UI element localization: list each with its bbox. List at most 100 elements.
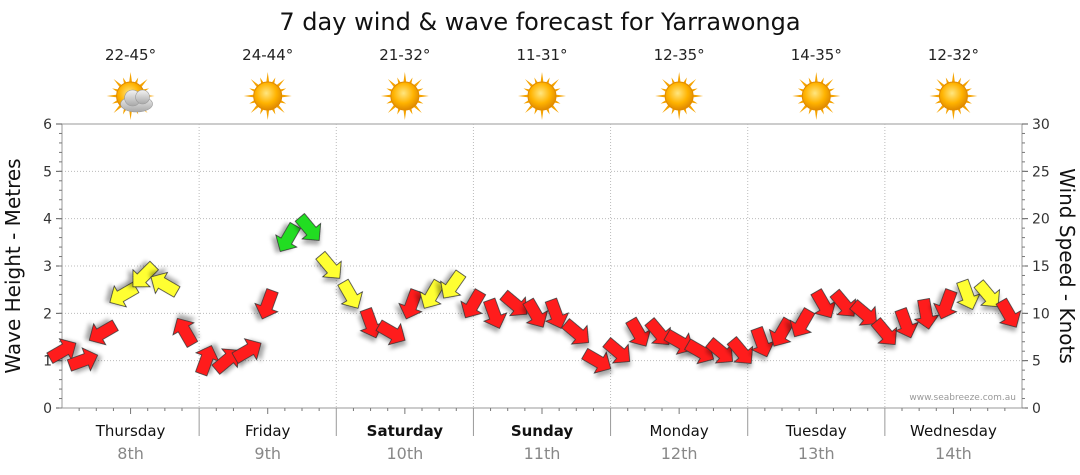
day-date-label: 8th	[117, 444, 144, 463]
wind-arrow	[913, 298, 940, 330]
left-tick-label: 2	[43, 306, 52, 322]
sun-ray	[250, 79, 260, 88]
wind-arrows	[46, 212, 1022, 377]
day-date-label: 13th	[798, 444, 835, 463]
sun-cloud-icon	[106, 72, 155, 120]
day-name-label: Monday	[650, 422, 709, 440]
temp-range-label: 12-32°	[928, 46, 979, 64]
left-tick-label: 4	[43, 212, 52, 228]
wind-arrow	[275, 221, 302, 252]
wind-arrow	[522, 297, 549, 328]
sun-ray	[540, 72, 544, 84]
wind-arrow	[419, 278, 446, 309]
sun-ray	[113, 79, 123, 88]
wind-arrow	[460, 288, 487, 319]
sun-ray	[280, 94, 292, 98]
wind-arrow	[315, 250, 342, 279]
wind-arrow	[973, 279, 1000, 308]
sun-ray	[692, 94, 704, 98]
wind-arrow	[398, 288, 423, 320]
day-name-label: Wednesday	[910, 422, 997, 440]
sun-ray	[518, 94, 530, 98]
sun-ray	[540, 108, 544, 120]
right-tick-label: 10	[1032, 306, 1050, 322]
day-date-label: 10th	[386, 444, 423, 463]
cloud-icon	[120, 89, 153, 113]
sun-ray	[387, 79, 397, 88]
sun-ray	[525, 79, 534, 88]
wind-arrow	[150, 271, 181, 298]
credit-text: www.seabreeze.com.au	[909, 393, 1016, 403]
day-date-label: 12th	[661, 444, 698, 463]
wind-arrow	[132, 260, 159, 288]
sun-ray	[106, 94, 118, 98]
left-axis-label: Wave Height - Metres	[1, 158, 25, 373]
day-date-label: 11th	[524, 444, 561, 463]
wind-arrow	[602, 337, 631, 364]
wind-arrow	[849, 299, 877, 326]
sun-ray	[792, 94, 804, 98]
wind-arrow	[337, 278, 364, 309]
sun-ray	[403, 72, 407, 84]
sun-disc	[253, 81, 283, 111]
chart-title: 7 day wind & wave forecast for Yarrawong…	[279, 8, 800, 36]
sun-ray	[275, 104, 285, 113]
wind-arrow	[294, 212, 322, 241]
wind-arrow	[46, 338, 77, 364]
sun-ray	[655, 94, 667, 98]
temp-range-label: 21-32°	[379, 46, 430, 64]
sun-ray	[687, 79, 697, 88]
weather-row: 22-45° 24-44° 21-32° 11-31° 12-35° 14-35° 12-3…	[105, 46, 979, 120]
sun-ray	[961, 104, 971, 113]
sun-icon	[518, 72, 566, 120]
sun-icon	[655, 72, 704, 120]
wind-arrow	[440, 269, 467, 299]
sun-ray	[929, 94, 941, 98]
sun-ray	[412, 79, 422, 88]
sun-ray	[266, 108, 270, 120]
wind-arrow	[195, 345, 220, 377]
sun-ray	[417, 94, 429, 98]
sun-ray	[936, 79, 946, 88]
wind-arrow	[705, 337, 733, 364]
sun-ray	[814, 108, 818, 120]
wind-arrow	[172, 317, 199, 348]
wind-arrow	[544, 297, 570, 329]
sun-ray	[824, 79, 834, 88]
wind-arrow	[726, 336, 754, 364]
sun-ray	[129, 72, 133, 84]
left-axis: 0 1 2 3 4 5 6	[43, 117, 62, 417]
right-tick-label: 15	[1032, 259, 1050, 275]
wind-arrow	[933, 288, 958, 320]
sun-ray	[961, 79, 971, 88]
wind-arrow	[625, 316, 652, 347]
sun-ray	[550, 79, 559, 88]
sun-ray	[403, 108, 407, 120]
sun-disc	[938, 81, 968, 111]
sun-disc	[390, 81, 420, 111]
sun-ray	[687, 104, 697, 113]
wind-arrow	[375, 319, 406, 346]
wind-arrow	[829, 288, 856, 317]
right-tick-label: 30	[1032, 117, 1050, 133]
sun-ray	[829, 94, 841, 98]
right-tick-label: 20	[1032, 212, 1050, 228]
sun-ray	[266, 72, 270, 84]
sun-icon	[243, 72, 292, 120]
wind-arrow	[810, 288, 837, 319]
plot-area: 0 1 2 3 4 5 6 0 5 10 15 20 25 30	[43, 117, 1050, 436]
sun-icon	[929, 72, 978, 120]
sun-ray	[662, 79, 672, 88]
day-labels: Thursday 8th Friday 9th Saturday 10th Sunday 11…	[95, 422, 997, 463]
sun-ray	[550, 104, 559, 113]
wind-arrow	[894, 307, 919, 339]
wind-arrow	[956, 278, 981, 310]
wind-arrow	[231, 338, 262, 364]
right-axis: 0 5 10 15 20 25 30	[1022, 117, 1050, 417]
sun-ray	[412, 104, 422, 113]
sun-ray	[275, 79, 285, 88]
sun-disc	[801, 81, 831, 111]
sun-ray	[677, 108, 681, 120]
sun-icon	[792, 72, 841, 120]
